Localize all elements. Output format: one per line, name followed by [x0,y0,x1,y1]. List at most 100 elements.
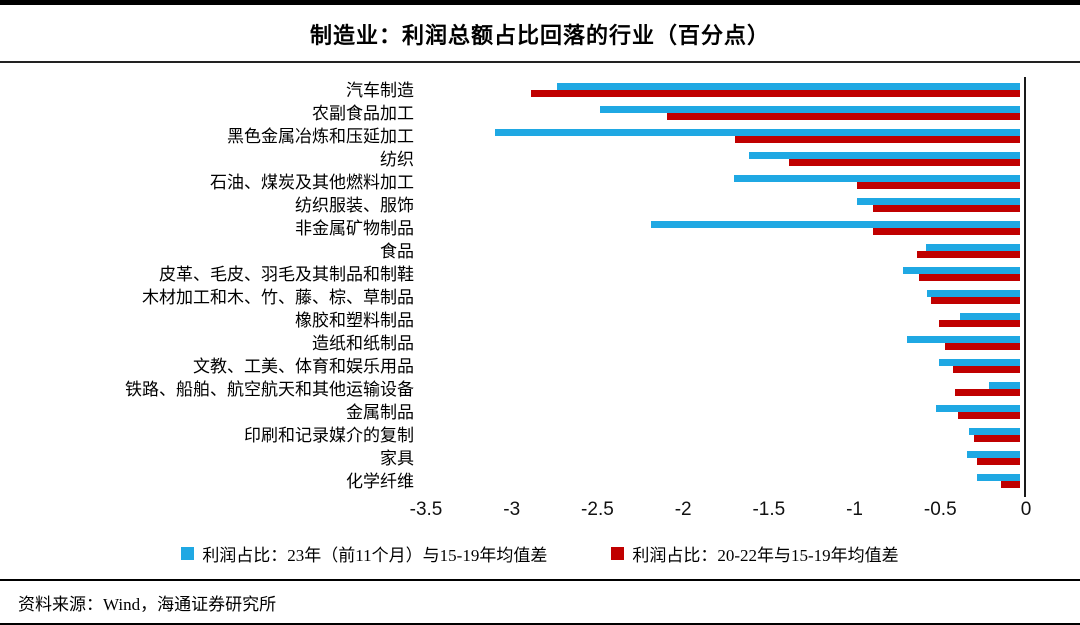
bar-23yr[interactable] [977,474,1020,481]
top-border-rule [0,0,1080,5]
legend-item-23yr: 利润占比：23年（前11个月）与15-19年均值差 [181,541,547,566]
bar-cell [420,447,1020,470]
category-label: 皮革、毛皮、羽毛及其制品和制鞋 [159,265,414,284]
bar-cell [420,79,1020,102]
bar-23yr[interactable] [903,267,1020,274]
category-label: 汽车制造 [346,81,414,100]
category-label: 家具 [380,449,414,468]
bar-23yr[interactable] [651,221,1020,228]
category-label: 印刷和记录媒介的复制 [244,426,414,445]
bar-20-22yr[interactable] [872,205,1020,212]
category-row: 金属制品 [0,401,1080,424]
bar-20-22yr[interactable] [939,320,1020,327]
category-row: 铁路、船舶、航空航天和其他运输设备 [0,378,1080,401]
bar-20-22yr[interactable] [666,113,1020,120]
category-label: 石油、煤炭及其他燃料加工 [210,173,414,192]
bar-20-22yr[interactable] [918,274,1020,281]
bar-20-22yr[interactable] [917,251,1020,258]
bar-cell [420,286,1020,309]
bar-cell [420,125,1020,148]
bar-20-22yr[interactable] [973,435,1020,442]
category-row: 农副食品加工 [0,102,1080,125]
category-label: 纺织服装、服饰 [295,196,414,215]
category-label: 农副食品加工 [312,104,414,123]
footer-divider-rule [0,579,1080,581]
bar-23yr[interactable] [600,106,1020,113]
bar-cell [420,355,1020,378]
x-tick-label: -2 [674,499,692,520]
title-divider-rule [0,61,1080,63]
bar-20-22yr[interactable] [788,159,1020,166]
bar-20-22yr[interactable] [954,389,1020,396]
category-label: 木材加工和木、竹、藤、棕、草制品 [142,288,414,307]
bar-20-22yr[interactable] [930,297,1020,304]
bar-23yr[interactable] [906,336,1020,343]
source-note: 资料来源：Wind，海通证券研究所 [18,595,277,614]
x-tick-label: 0 [1020,499,1032,520]
bar-cell [420,240,1020,263]
bar-23yr[interactable] [495,129,1020,136]
category-row: 非金属矿物制品 [0,217,1080,240]
bar-23yr[interactable] [968,428,1020,435]
bar-23yr[interactable] [936,405,1020,412]
category-label: 金属制品 [346,403,414,422]
bar-23yr[interactable] [960,313,1020,320]
x-axis-tick-labels: -3.5 -3 -2.5 -2 -1.5 -1 -0.5 0 [410,499,1032,529]
bar-20-22yr[interactable] [953,366,1020,373]
bar-23yr[interactable] [857,198,1020,205]
bar-23yr[interactable] [939,359,1020,366]
bar-20-22yr[interactable] [531,90,1020,97]
bar-20-22yr[interactable] [872,228,1020,235]
bar-23yr[interactable] [966,451,1020,458]
x-tick-label: -1.5 [752,499,786,520]
bar-cell [420,263,1020,286]
x-tick-label: -3 [503,499,521,520]
category-row: 文教、工美、体育和娱乐用品 [0,355,1080,378]
category-label: 铁路、船舶、航空航天和其他运输设备 [125,380,414,399]
bar-23yr[interactable] [749,152,1020,159]
bar-cell [420,171,1020,194]
bar-23yr[interactable] [733,175,1020,182]
bar-rows: 汽车制造农副食品加工黑色金属冶炼和压延加工纺织石油、煤炭及其他燃料加工纺织服装、… [0,79,1080,493]
bar-chart: 汽车制造农副食品加工黑色金属冶炼和压延加工纺织石油、煤炭及其他燃料加工纺织服装、… [0,77,1080,566]
category-row: 黑色金属冶炼和压延加工 [0,125,1080,148]
bar-20-22yr[interactable] [1001,481,1020,488]
y-axis-zero-line [1024,77,1026,497]
category-label: 纺织 [380,150,414,169]
category-label: 造纸和纸制品 [312,334,414,353]
bar-cell [420,401,1020,424]
category-row: 木材加工和木、竹、藤、棕、草制品 [0,286,1080,309]
category-row: 印刷和记录媒介的复制 [0,424,1080,447]
legend-swatch-blue-icon [181,547,195,560]
category-row: 家具 [0,447,1080,470]
bar-23yr[interactable] [557,83,1020,90]
bar-20-22yr[interactable] [977,458,1020,465]
bar-20-22yr[interactable] [735,136,1020,143]
page-title: 制造业：利润总额占比回落的行业（百分点） [309,23,770,48]
bar-cell [420,378,1020,401]
x-tick-label: -0.5 [923,499,957,520]
x-tick-label: -1 [846,499,864,520]
legend-item-20-22yr: 利润占比：20-22年与15-19年均值差 [611,541,899,566]
bar-cell [420,332,1020,355]
legend-label-23yr: 利润占比：23年（前11个月）与15-19年均值差 [202,546,548,565]
category-label: 橡胶和塑料制品 [295,311,414,330]
category-row: 造纸和纸制品 [0,332,1080,355]
bar-cell [420,194,1020,217]
bar-20-22yr[interactable] [958,412,1020,419]
legend-label-20-22yr: 利润占比：20-22年与15-19年均值差 [632,546,899,565]
bar-cell [420,148,1020,171]
category-row: 皮革、毛皮、羽毛及其制品和制鞋 [0,263,1080,286]
category-row: 化学纤维 [0,470,1080,493]
bar-23yr[interactable] [925,244,1020,251]
bar-23yr[interactable] [927,290,1020,297]
category-row: 食品 [0,240,1080,263]
bar-23yr[interactable] [989,382,1020,389]
legend-swatch-red-icon [611,547,625,560]
bar-20-22yr[interactable] [944,343,1020,350]
category-row: 石油、煤炭及其他燃料加工 [0,171,1080,194]
bar-20-22yr[interactable] [857,182,1020,189]
bar-cell [420,102,1020,125]
category-row: 汽车制造 [0,79,1080,102]
x-tick-label: -2.5 [581,499,614,520]
